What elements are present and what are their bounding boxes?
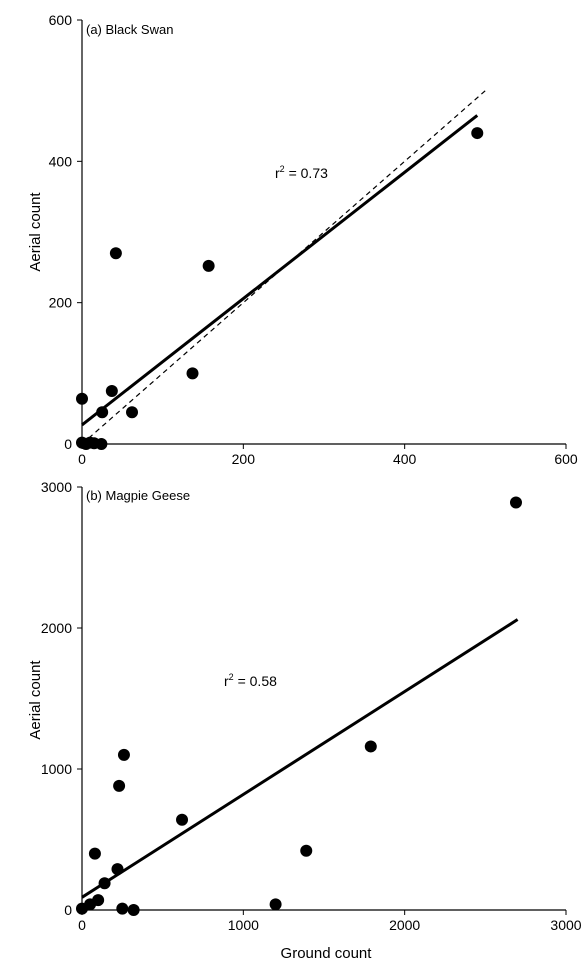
data-point bbox=[202, 259, 215, 272]
data-point bbox=[300, 844, 313, 857]
y-tick-label: 600 bbox=[49, 12, 73, 28]
y-tick-label: 3000 bbox=[41, 479, 72, 495]
x-tick-label: 3000 bbox=[550, 917, 581, 933]
y-tick-label: 1000 bbox=[41, 761, 72, 777]
x-tick-label: 600 bbox=[554, 451, 578, 467]
data-point bbox=[113, 779, 126, 792]
data-point bbox=[111, 863, 124, 876]
y-tick-label: 0 bbox=[64, 436, 72, 452]
data-point bbox=[116, 902, 129, 915]
r-squared-value: = 0.58 bbox=[234, 673, 277, 689]
x-axis-title: Ground count bbox=[281, 945, 373, 961]
data-point bbox=[88, 847, 101, 860]
y-tick-label: 200 bbox=[49, 295, 73, 311]
x-tick-label: 200 bbox=[232, 451, 256, 467]
panel-label: (b) Magpie Geese bbox=[86, 488, 190, 503]
regression-line bbox=[81, 618, 519, 899]
data-point bbox=[471, 127, 484, 140]
y-axis-title: Aerial count bbox=[27, 192, 44, 272]
y-axis-title: Aerial count bbox=[27, 660, 44, 740]
panel-magpie-geese: 0 1000 2000 3000 0 1000 2000 3000 (b) Magpie Gee… bbox=[27, 479, 582, 961]
x-tick-label: 0 bbox=[78, 451, 86, 467]
data-point bbox=[92, 894, 105, 907]
r-squared-label: r2 = 0.73 bbox=[275, 164, 328, 181]
x-tick-label: 400 bbox=[393, 451, 417, 467]
panel-label: (a) Black Swan bbox=[86, 22, 173, 37]
r-squared-prefix: r bbox=[275, 165, 280, 181]
r-squared-superscript: 2 bbox=[280, 164, 285, 174]
data-point bbox=[269, 898, 282, 911]
y-tick-label: 2000 bbox=[41, 620, 72, 636]
data-point bbox=[126, 406, 139, 419]
data-point bbox=[509, 496, 522, 509]
x-tick-label: 2000 bbox=[389, 917, 420, 933]
x-tick-label: 0 bbox=[78, 917, 86, 933]
data-point bbox=[98, 877, 111, 890]
panel-black-swan: 0 200 400 600 0 200 400 600 (a) Black Swan Aerial… bbox=[27, 12, 578, 467]
r-squared-value: = 0.73 bbox=[285, 165, 328, 181]
data-point bbox=[109, 247, 122, 260]
r-squared-superscript: 2 bbox=[229, 672, 234, 682]
x-tick-label: 1000 bbox=[228, 917, 259, 933]
data-point bbox=[176, 813, 189, 826]
data-point bbox=[364, 740, 377, 753]
y-tick-label: 0 bbox=[64, 902, 72, 918]
data-point bbox=[95, 438, 108, 450]
data-point bbox=[127, 904, 140, 916]
data-point bbox=[76, 392, 88, 405]
data-point bbox=[117, 748, 130, 761]
r-squared-label: r2 = 0.58 bbox=[224, 672, 277, 689]
regression-line bbox=[81, 114, 479, 427]
r-squared-prefix: r bbox=[224, 673, 229, 689]
data-point bbox=[96, 406, 109, 419]
y-tick-label: 400 bbox=[49, 153, 73, 169]
data-point bbox=[105, 385, 118, 397]
data-point bbox=[186, 367, 199, 380]
